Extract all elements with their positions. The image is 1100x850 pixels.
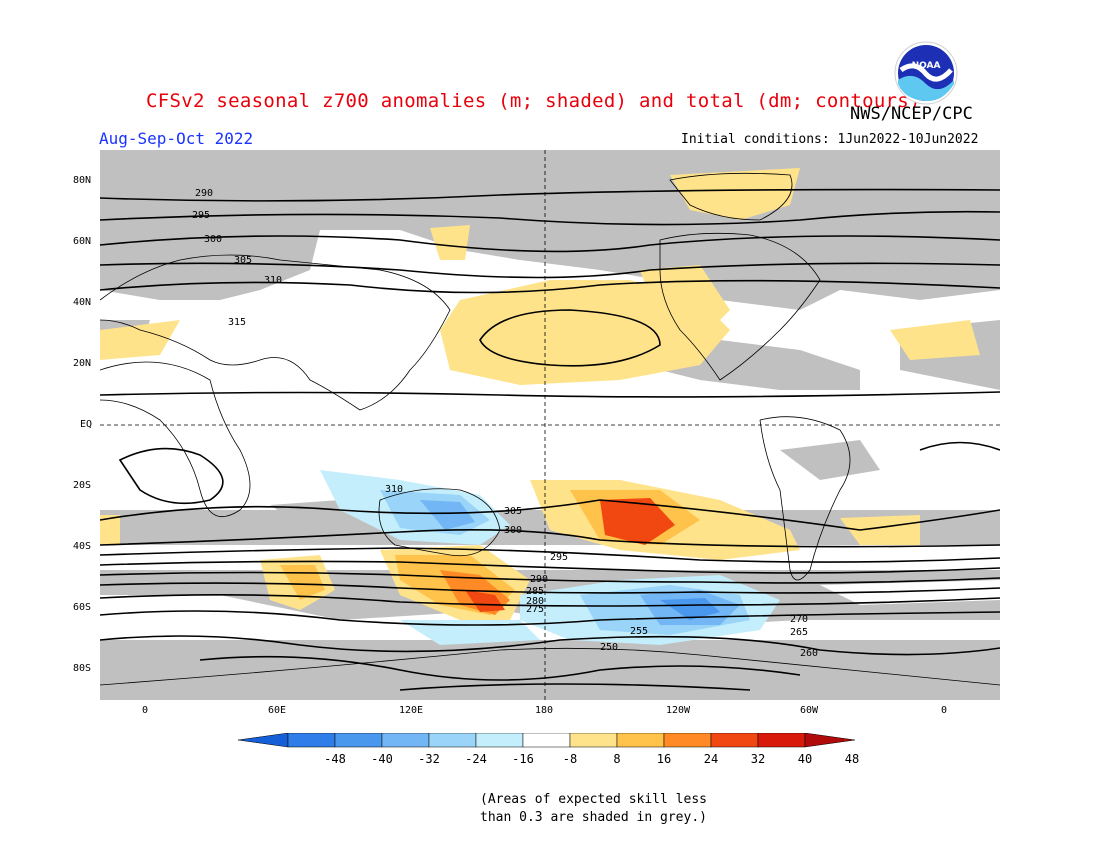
initial-conditions-label: Initial conditions: 1Jun2022-10Jun2022 xyxy=(681,132,979,147)
coastlines xyxy=(100,172,1000,686)
colorbar-cell xyxy=(522,733,571,748)
colorbar-cell xyxy=(334,733,383,748)
contour-label: 265 xyxy=(790,627,808,638)
colorbar-arrow-left xyxy=(238,733,289,748)
colorbar-cell xyxy=(475,733,524,748)
contour-label: 290 xyxy=(195,188,213,199)
colorbar-cell xyxy=(428,733,477,748)
colorbar-arrow-right xyxy=(804,733,856,748)
lat-label: 20S xyxy=(73,480,92,491)
colorbar-cell xyxy=(757,733,806,748)
colorbar-cell xyxy=(710,733,759,748)
south-america-coast xyxy=(759,416,851,581)
lat-label: 60N xyxy=(73,236,92,247)
contour-label: 310 xyxy=(264,275,282,286)
lon-label: 0 xyxy=(142,705,149,716)
logo-text: NOAA xyxy=(912,61,941,71)
lat-label: 60S xyxy=(73,602,92,613)
contour-label: 300 xyxy=(204,234,222,245)
eurasia-coast xyxy=(100,254,451,411)
contour-label: 280 xyxy=(526,596,544,607)
lat-label: EQ xyxy=(80,419,93,430)
contour-label: 295 xyxy=(192,210,210,221)
lat-label: 20N xyxy=(73,358,92,369)
colorbar-tick-label: -8 xyxy=(563,752,577,766)
agency-label: NWS/NCEP/CPC xyxy=(850,104,973,124)
colorbar-cell xyxy=(287,733,336,748)
africa-coast xyxy=(100,361,251,518)
colorbar-tick-label: -32 xyxy=(418,752,440,766)
colorbar-cell xyxy=(616,733,665,748)
colorbar-tick-label: 40 xyxy=(798,752,812,766)
noaa-logo: NOAA xyxy=(894,41,958,105)
contour-label: 260 xyxy=(800,648,818,659)
map-title: CFSv2 seasonal z700 anomalies (m; shaded… xyxy=(146,90,921,112)
contour-label-group: 290 295 300 305 310 315 310 305 300 295 … xyxy=(192,188,818,659)
colorbar-tick-label: 16 xyxy=(657,752,671,766)
contour-label: 310 xyxy=(385,484,403,495)
footnote-line-2: than 0.3 are shaded in grey.) xyxy=(480,810,707,825)
australia-coast xyxy=(378,488,501,557)
colorbar-tick-label: 8 xyxy=(613,752,620,766)
colorbar-tick-label: 24 xyxy=(704,752,718,766)
contour-label: 305 xyxy=(504,506,522,517)
lon-label: 0 xyxy=(941,705,948,716)
season-label: Aug-Sep-Oct 2022 xyxy=(99,129,254,148)
footnote-line-1: (Areas of expected skill less xyxy=(480,792,707,807)
lon-label: 180 xyxy=(535,705,554,716)
contour-label: 305 xyxy=(234,255,252,266)
contour-label: 290 xyxy=(530,574,548,585)
anomaly-map: 290 295 300 305 310 315 310 305 300 295 … xyxy=(100,150,1000,700)
colorbar-tick-label: 48 xyxy=(845,752,859,766)
colorbar-tick-label: -24 xyxy=(465,752,487,766)
contour-label: 300 xyxy=(504,525,522,536)
lat-label: 80S xyxy=(73,663,92,674)
contour-lines xyxy=(100,188,1000,691)
antarctica-coast xyxy=(100,647,1000,686)
contour-label: 250 xyxy=(600,642,618,653)
colorbar-cell xyxy=(381,733,430,748)
lon-label: 120E xyxy=(399,705,424,716)
colorbar-tick-label: -48 xyxy=(324,752,346,766)
contour-label: 255 xyxy=(630,626,648,637)
colorbar-tick-label: 32 xyxy=(751,752,765,766)
contour-label: 295 xyxy=(550,552,568,563)
lat-label: 40S xyxy=(73,541,92,552)
lon-label: 60E xyxy=(268,705,287,716)
lon-label: 120W xyxy=(666,705,691,716)
contour-label: 315 xyxy=(228,317,246,328)
lon-label: 60W xyxy=(800,705,819,716)
contour-label: 275 xyxy=(526,604,544,615)
lat-label: 80N xyxy=(73,175,92,186)
colorbar-tick-label: -16 xyxy=(512,752,534,766)
contour-label: 285 xyxy=(526,586,544,597)
greenland-coast xyxy=(669,172,793,221)
contour-label: 270 xyxy=(790,614,808,625)
colorbar: -48 -40 -32 -24 -16 -8 8 16 24 32 40 48 xyxy=(238,733,859,766)
north-america-coast xyxy=(659,232,821,381)
colorbar-cell xyxy=(569,733,618,748)
colorbar-tick-label: -40 xyxy=(371,752,393,766)
colorbar-cell xyxy=(663,733,712,748)
lat-label: 40N xyxy=(73,297,92,308)
